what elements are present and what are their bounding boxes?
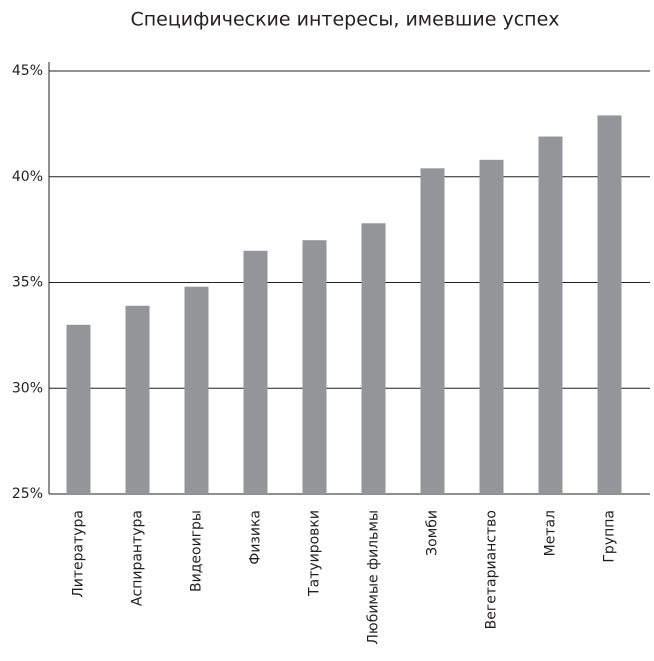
y-tick-label: 30%: [12, 380, 43, 396]
y-tick-label: 25%: [12, 486, 43, 502]
x-tick-label: Вегетарианство: [484, 510, 500, 629]
bar: [538, 136, 563, 494]
bar: [125, 305, 150, 494]
x-tick-label: Видеоигры: [189, 510, 205, 592]
x-tick-label: Метал: [543, 510, 559, 556]
bar: [479, 159, 504, 494]
bar: [243, 250, 268, 494]
y-tick-label: 40%: [12, 169, 43, 185]
y-tick-label: 45%: [12, 63, 43, 79]
bar: [66, 324, 91, 494]
bar: [361, 223, 386, 494]
bar: [420, 168, 445, 495]
x-tick-label: Физика: [248, 510, 264, 565]
y-tick-label: 35%: [12, 275, 43, 291]
bar: [184, 286, 209, 494]
x-tick-label: Группа: [602, 510, 618, 563]
x-tick-label: Любимые фильмы: [366, 510, 382, 645]
x-tick-label: Татуировки: [307, 510, 323, 597]
x-tick-label: Зомби: [425, 510, 441, 556]
chart-title: Специфические интересы, имевшие успех: [130, 9, 559, 31]
x-tick-label: Аспирантура: [130, 510, 146, 606]
bar: [302, 240, 327, 494]
bar: [597, 115, 622, 494]
x-tick-label: Литература: [71, 510, 87, 598]
